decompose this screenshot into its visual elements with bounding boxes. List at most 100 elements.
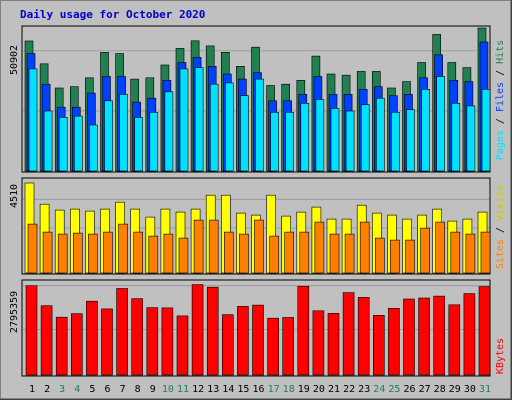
x-axis-day-label: 20 [313,384,325,395]
pages-bar [134,117,143,172]
x-axis-day-label: 3 [59,384,65,395]
pages-bar [89,124,98,172]
kbytes-bar [297,285,310,376]
kbytes-bar [267,317,279,376]
sites-bar [193,219,204,274]
pages-bar [391,112,400,172]
legend-visits: Visits [495,185,506,221]
hits-legend: Pages / Files / Hits [495,40,506,160]
sites-bar [390,239,400,274]
x-axis-day-label: 6 [104,384,110,395]
sites-bar [420,227,430,274]
kbytes-bar [131,298,143,376]
kbytes-bar [372,314,385,376]
pages-bar [149,112,159,172]
sites-bar [254,219,264,274]
kbytes-ymax-label: 2795359 [9,291,20,333]
x-axis-day-label: 7 [120,384,126,395]
pages-bar [104,100,113,172]
sites-bar [480,231,491,274]
pages-bar [194,67,204,172]
sites-bar [450,231,461,274]
kbytes-bar [418,297,430,376]
pages-bar [179,68,189,172]
sites-bar [88,233,98,274]
sites-bar [103,231,113,274]
sites-bar [73,232,83,274]
sites-bar [163,233,174,274]
x-axis-day-label: 2 [44,384,50,395]
x-axis-day-label: 25 [388,384,400,395]
hits-ymax-label: 50902 [9,45,20,75]
x-axis-day-label: 29 [449,384,461,395]
sites-bar [27,223,38,274]
x-axis-day-label: 19 [298,384,310,395]
sites-bar [405,239,415,274]
sites-bar [465,233,476,274]
kbytes-bar [191,284,204,376]
legend-files: Files [495,82,506,112]
x-axis-day-label: 23 [358,384,370,395]
kbytes-bar [433,295,446,376]
sites-bar [359,221,370,274]
x-axis-day-label: 26 [403,384,415,395]
pages-bar [240,95,249,172]
visits-ymax-label: 4510 [9,184,20,208]
x-axis-day-label: 11 [177,384,189,395]
sites-bar [208,219,219,274]
legend-hits: Hits [495,40,506,64]
kbytes-bar [448,304,461,376]
x-axis-day-label: 5 [89,384,95,395]
x-axis-day-label: 13 [207,384,219,395]
pages-bar [74,115,83,172]
x-axis-day-label: 1 [29,384,35,395]
pages-bar [58,117,68,172]
sites-bar [118,223,128,274]
kbytes-bar [206,286,219,376]
x-axis-day-label: 30 [464,384,476,395]
x-axis-day-label: 10 [162,384,174,395]
pages-bar [255,78,264,172]
kbytes-bar [252,304,264,376]
sites-bar [269,235,279,274]
kbytes-bar [40,305,53,376]
legend-sites: Sites [495,239,506,269]
x-axis-day-label: 9 [150,384,156,395]
pages-bar [285,112,295,172]
pages-bar [330,108,340,172]
x-axis-day-label: 28 [434,384,446,395]
pages-bar [225,82,234,172]
kbytes-bar [388,307,400,376]
kbytes-bar [357,297,370,376]
kbytes-bar [161,307,174,376]
kbytes-bar [116,288,128,376]
pages-bar [466,105,476,172]
visits-legend: Sites / Visits [495,185,506,269]
x-axis-day-label: 8 [135,384,141,395]
pages-bar [375,97,385,172]
pages-bar [119,94,128,172]
x-axis-day-label: 22 [343,384,355,395]
kbytes-bar [282,317,295,376]
pages-bar [406,109,415,172]
pages-bar [481,89,491,172]
pages-bar [43,110,53,172]
x-axis-day-label: 27 [419,384,431,395]
pages-bar [421,89,430,172]
kbytes-bar [222,314,234,376]
kbytes-bar [25,285,38,376]
x-axis-day-label: 4 [74,384,80,395]
x-axis-day-label: 21 [328,384,340,395]
sites-bar [344,233,355,274]
x-axis-day-label: 12 [192,384,204,395]
x-axis-day-label: 17 [268,384,280,395]
legend-kbytes: KBytes [495,338,506,374]
sites-bar [299,231,310,274]
x-axis-day-label: 24 [373,384,385,395]
sites-bar [42,231,53,274]
chart-title: Daily usage for October 2020 [20,8,205,21]
pages-bar [451,103,461,172]
sites-bar [435,221,446,274]
x-axis-day-label: 15 [237,384,249,395]
